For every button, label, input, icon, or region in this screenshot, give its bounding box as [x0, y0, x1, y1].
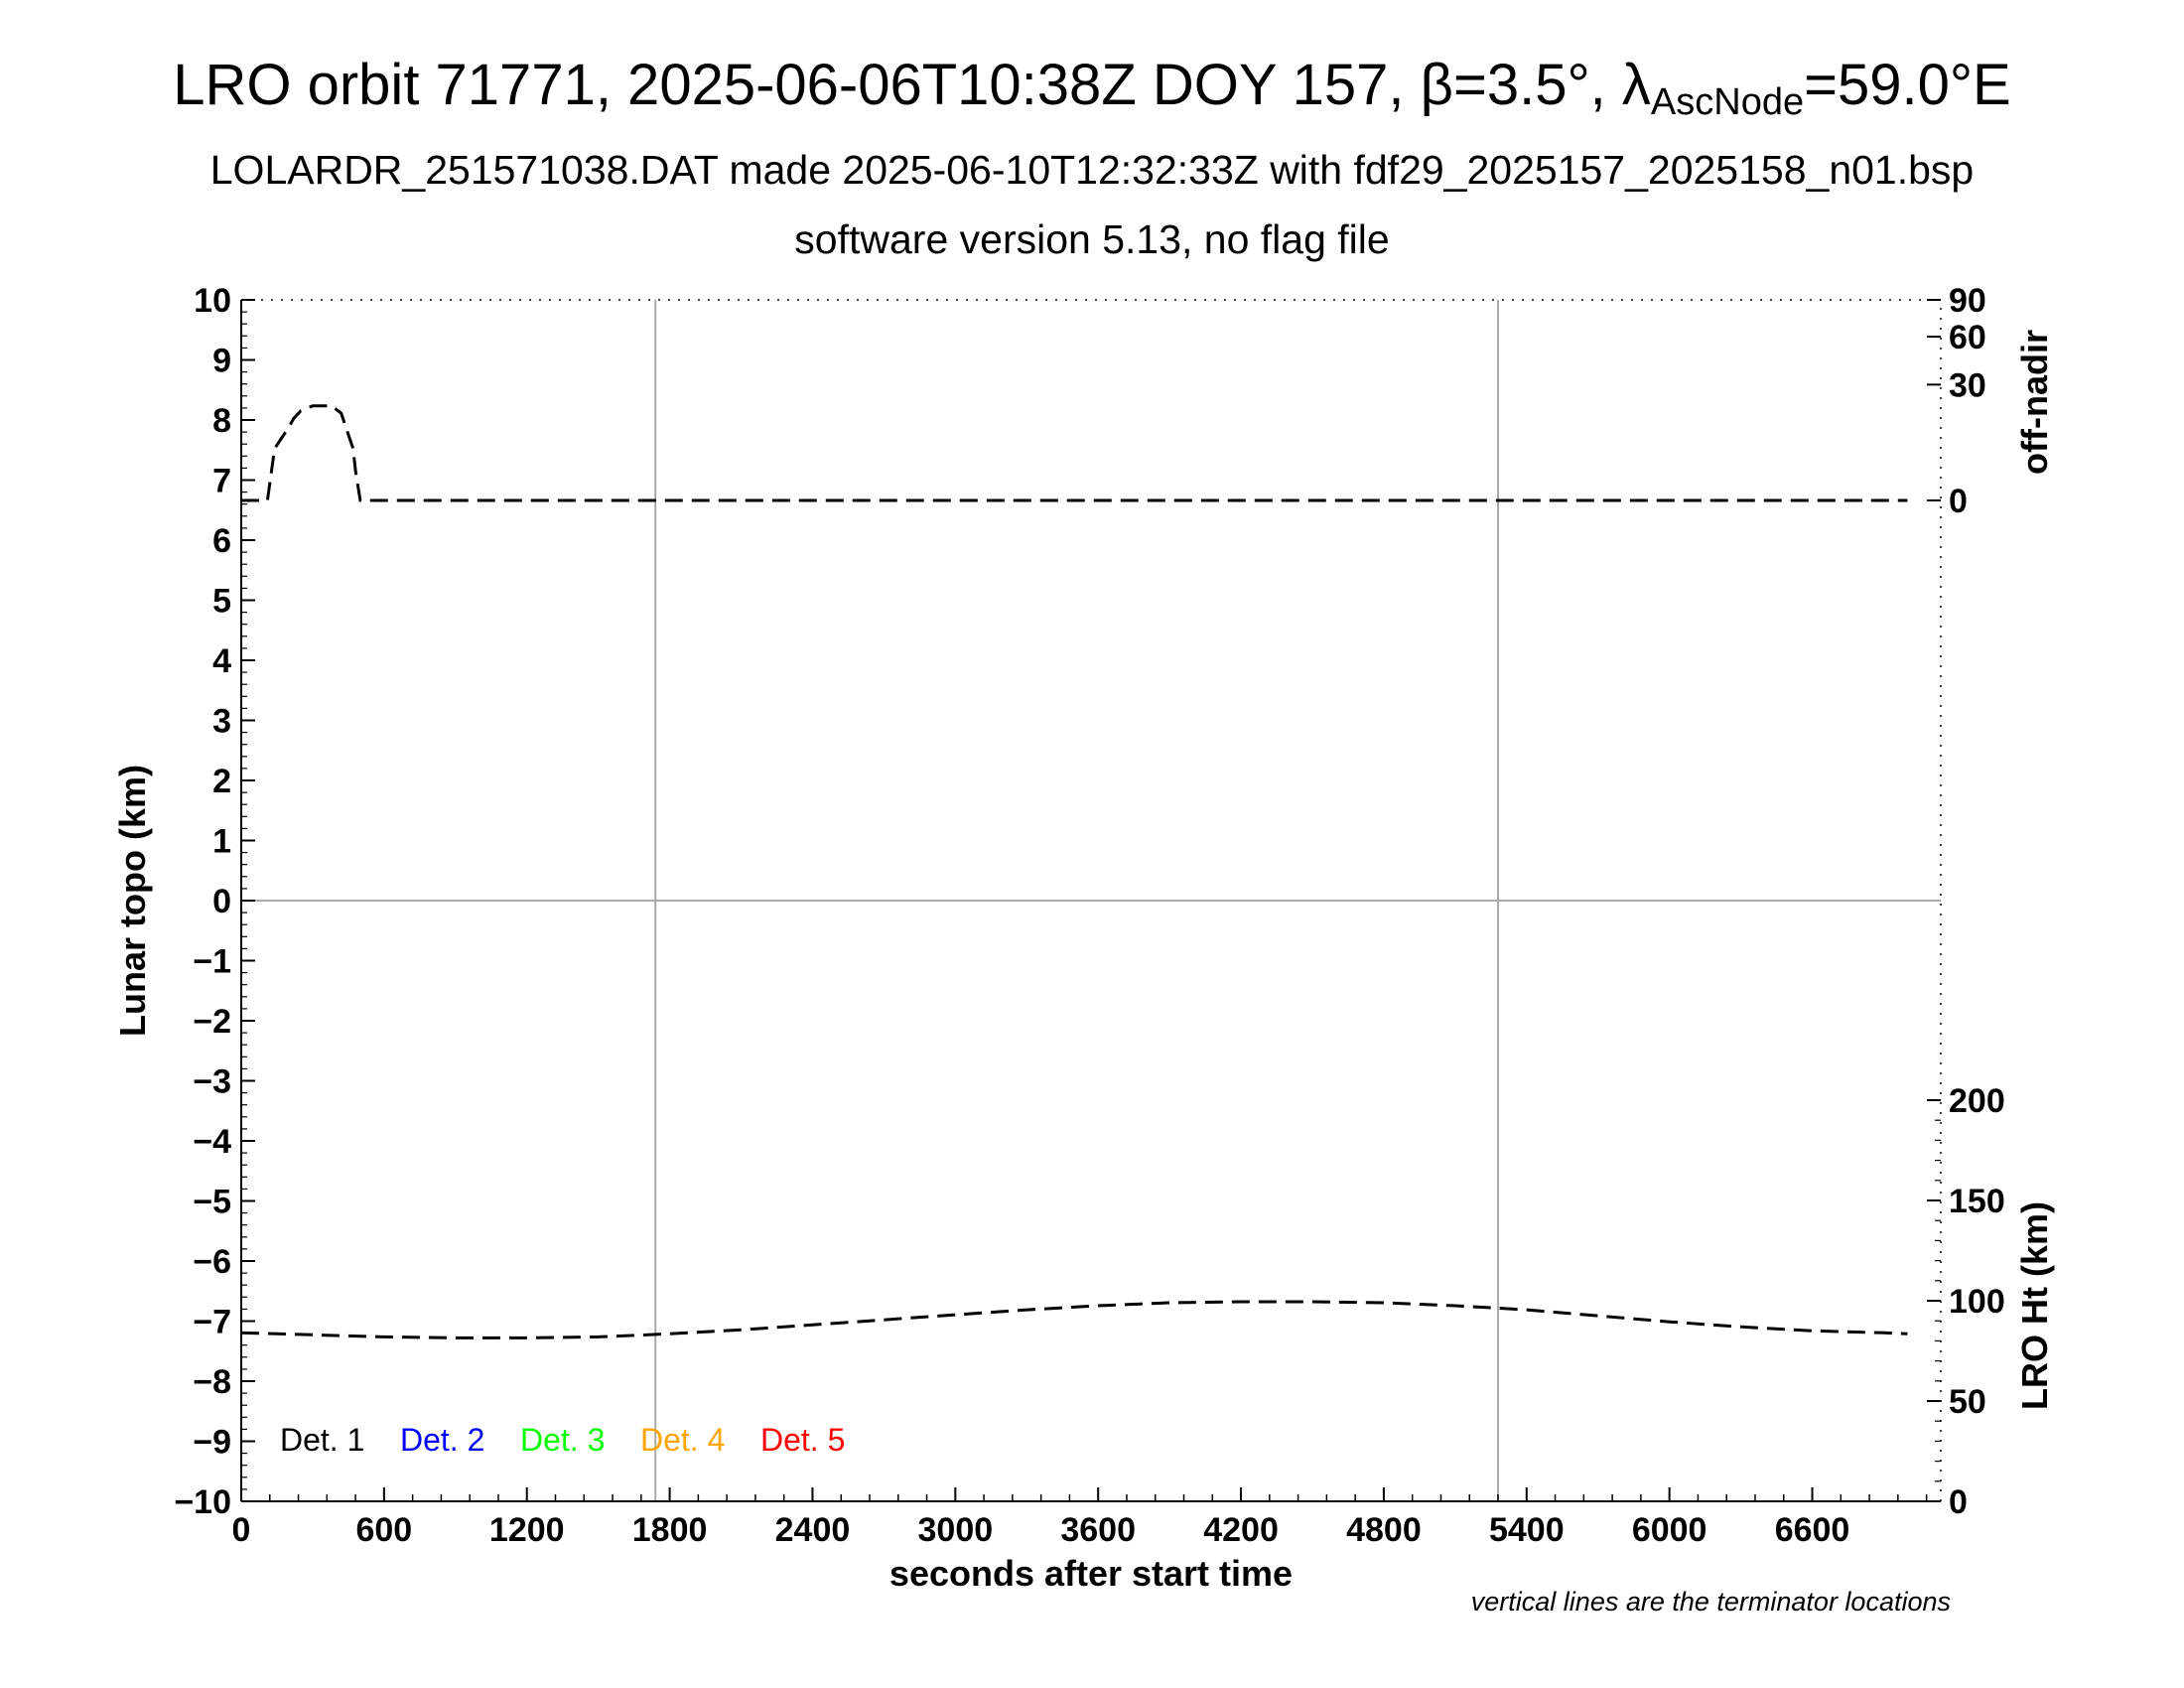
x-tick-label: 3000	[918, 1511, 994, 1549]
y-tick-label: 10	[194, 282, 231, 320]
y-tick-label: −5	[193, 1184, 231, 1221]
x-tick-label: 4200	[1203, 1511, 1279, 1549]
y-tick-label: 5	[212, 583, 231, 621]
x-axis-title: seconds after start time	[889, 1553, 1293, 1594]
x-tick-label: 3600	[1060, 1511, 1136, 1549]
grid-lines	[240, 300, 1941, 1502]
y-tick-label: −4	[193, 1123, 231, 1161]
legend-entry: Det. 2	[400, 1422, 484, 1458]
lro-height-axis-title: LRO Ht (km)	[2014, 1201, 2055, 1410]
x-tick-label: 0	[232, 1511, 251, 1549]
x-tick-label: 2400	[775, 1511, 851, 1549]
y-tick-label: 8	[212, 402, 231, 440]
legend-entry: Det. 4	[640, 1422, 725, 1458]
y-tick-label: −8	[193, 1363, 231, 1401]
lro-height-tick-label: 100	[1949, 1283, 2005, 1321]
data-series	[240, 404, 1908, 1339]
y-tick-label: 0	[212, 883, 231, 920]
legend-entry: Det. 1	[280, 1422, 364, 1458]
y-tick-label: 1	[212, 823, 231, 861]
x-tick-label: 4800	[1346, 1511, 1422, 1549]
y-tick-label: −9	[193, 1424, 231, 1462]
y-tick-label: 3	[212, 703, 231, 741]
x-tick-label: 5400	[1489, 1511, 1565, 1549]
lro-height-tick-label: 200	[1949, 1082, 2005, 1120]
legend-entry: Det. 5	[760, 1422, 845, 1458]
off-nadir-tick-label: 90	[1949, 282, 1986, 320]
y-tick-label: −1	[193, 943, 231, 981]
y-tick-label: −6	[193, 1243, 231, 1281]
chart-subtitle-software: software version 5.13, no flag file	[794, 216, 1390, 262]
chart-subtitle-file: LOLARDR_251571038.DAT made 2025-06-10T12…	[209, 147, 1975, 193]
x-tick-label: 1800	[632, 1511, 708, 1549]
lro-height-tick-label: 150	[1949, 1183, 2005, 1220]
y-tick-label: 6	[212, 522, 231, 560]
y-axis-title: Lunar topo (km)	[112, 765, 153, 1037]
off-nadir-tick-label: 60	[1949, 319, 1986, 356]
y-tick-label: −10	[174, 1483, 231, 1521]
off-nadir-series	[241, 404, 1908, 502]
y-tick-label: 9	[212, 343, 231, 380]
lro-height-tick-label: 50	[1949, 1383, 1986, 1421]
y-tick-label: −2	[193, 1003, 231, 1041]
axis-ticks	[240, 299, 1941, 1502]
tick-labels: 0 600 1200 1800 2400 3000 3600 4200 4800 5400 6000…	[174, 282, 2004, 1549]
terminator-note: vertical lines are the terminator locati…	[1471, 1587, 1951, 1617]
chart-title: LRO orbit 71771, 2025-06-06T10:38Z DOY 1…	[173, 53, 2011, 123]
x-tick-label: 600	[355, 1511, 412, 1549]
legend-entry: Det. 3	[520, 1422, 605, 1458]
x-tick-label: 6000	[1632, 1511, 1707, 1549]
y-tick-label: 2	[212, 763, 231, 800]
y-tick-label: −3	[193, 1063, 231, 1101]
y-tick-label: −7	[193, 1304, 231, 1341]
x-tick-label: 6600	[1775, 1511, 1850, 1549]
y-tick-label: 4	[212, 642, 231, 680]
off-nadir-tick-label: 0	[1949, 483, 1968, 520]
legend: Det. 1 Det. 2 Det. 3 Det. 4 Det. 5	[280, 1422, 845, 1458]
off-nadir-axis-title: off-nadir	[2014, 330, 2055, 475]
lro-height-series	[240, 1300, 1908, 1339]
x-tick-label: 1200	[489, 1511, 565, 1549]
off-nadir-tick-label: 30	[1949, 366, 1986, 404]
y-tick-label: 7	[212, 463, 231, 500]
lro-height-tick-label: 0	[1949, 1483, 1968, 1521]
